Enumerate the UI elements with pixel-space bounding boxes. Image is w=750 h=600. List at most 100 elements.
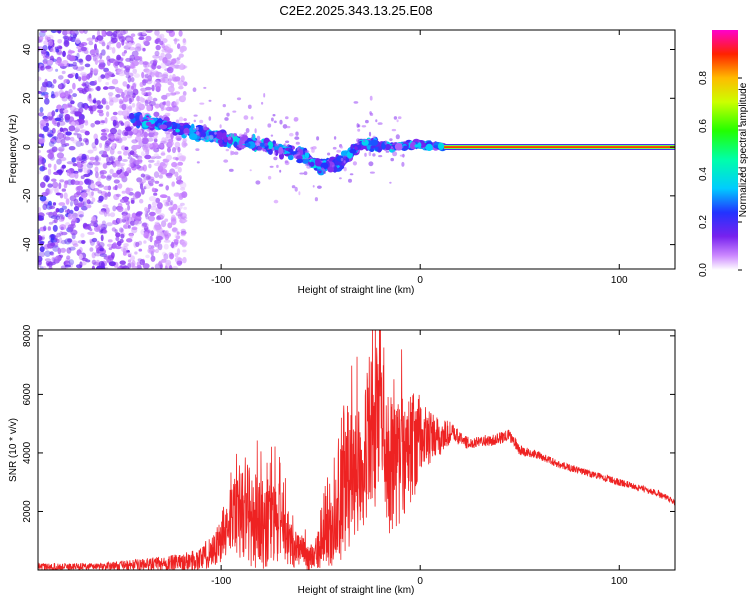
noise-blob <box>59 224 67 231</box>
noise-blob <box>44 98 50 105</box>
faint-blob <box>401 161 405 167</box>
noise-blob <box>104 145 111 152</box>
noise-blob <box>88 40 94 46</box>
noise-blob <box>81 257 88 261</box>
noise-blob <box>148 163 152 169</box>
noise-blob <box>71 121 76 126</box>
noise-blob <box>139 96 144 102</box>
noise-blob <box>72 93 77 98</box>
noise-blob <box>177 176 181 180</box>
noise-blob <box>154 223 162 231</box>
noise-blob <box>148 196 157 202</box>
noise-blob <box>155 38 161 43</box>
noise-blob <box>77 161 81 168</box>
noise-blob <box>46 36 51 41</box>
spectrogram-panel: -100 0 100 -40 -20 0 20 40 Height of straight l… <box>8 29 676 296</box>
noise-blob <box>144 210 149 218</box>
noise-blob <box>182 38 186 44</box>
noise-blob <box>129 233 134 239</box>
noise-blob <box>101 99 106 104</box>
noise-blob <box>112 242 118 249</box>
noise-blob <box>162 251 167 256</box>
noise-blob <box>47 133 53 138</box>
noise-blob <box>154 30 160 36</box>
noise-blob <box>164 230 168 238</box>
noise-blob <box>160 52 165 58</box>
faint-blob <box>349 173 354 176</box>
noise-blob <box>171 58 177 64</box>
noise-blob <box>96 105 101 109</box>
noise-blob <box>63 79 70 84</box>
track-blob <box>217 140 223 144</box>
track-blob <box>278 146 284 155</box>
noise-blob <box>99 142 103 148</box>
noise-blob <box>153 162 161 167</box>
noise-blob <box>149 182 154 186</box>
noise-blob <box>96 240 100 246</box>
noise-blob <box>120 30 126 36</box>
noise-blob <box>75 140 82 147</box>
noise-blob <box>151 201 158 207</box>
noise-blob <box>165 172 173 177</box>
noise-blob <box>100 234 104 242</box>
noise-blob <box>81 153 87 160</box>
noise-blob <box>45 176 49 183</box>
spectrogram-frame <box>37 29 676 270</box>
track-blob <box>189 133 198 140</box>
y-tick-label: -20 <box>22 188 33 203</box>
noise-blob <box>112 119 117 127</box>
noise-blob <box>84 81 90 88</box>
noise-blob <box>115 136 122 144</box>
track-blob <box>287 154 294 161</box>
noise-blob <box>121 190 127 194</box>
noise-blob <box>44 94 49 99</box>
noise-blob <box>154 103 160 109</box>
noise-blob <box>122 250 127 256</box>
noise-blob <box>111 227 116 232</box>
noise-blob <box>133 220 140 226</box>
noise-blob <box>56 152 64 159</box>
noise-blob <box>84 178 90 184</box>
faint-blob <box>230 150 233 156</box>
noise-blob <box>117 68 124 74</box>
noise-blob <box>88 161 95 166</box>
noise-blob <box>153 138 158 143</box>
noise-blob <box>153 131 159 136</box>
noise-blob <box>99 248 104 252</box>
noise-blob <box>55 109 59 113</box>
noise-blob <box>57 83 65 90</box>
noise-blob <box>67 94 73 102</box>
noise-blob <box>109 156 114 164</box>
noise-blob <box>69 30 75 35</box>
noise-blob <box>57 30 62 34</box>
noise-blob <box>127 42 132 48</box>
faint-blob <box>247 104 252 110</box>
spectrogram-x-label: Height of straight line (km) <box>298 285 415 296</box>
noise-blob <box>136 211 143 215</box>
track-blob <box>327 166 335 173</box>
track-blob <box>175 128 180 133</box>
noise-blob <box>169 253 174 260</box>
noise-blob <box>63 91 70 97</box>
noise-blob <box>81 75 88 82</box>
noise-blob <box>150 245 155 249</box>
noise-blob <box>50 242 56 247</box>
noise-blob <box>133 127 138 134</box>
faint-blob <box>332 146 337 150</box>
noise-blob <box>160 62 167 69</box>
noise-blob <box>40 65 45 71</box>
noise-blob <box>142 263 150 269</box>
noise-blob <box>121 136 128 141</box>
noise-blob <box>181 216 188 220</box>
noise-blob <box>121 91 125 99</box>
noise-blob <box>71 157 77 163</box>
noise-blob <box>116 54 121 61</box>
noise-blob <box>99 52 103 60</box>
noise-blob <box>52 220 56 224</box>
faint-blob <box>304 163 309 167</box>
noise-blob <box>146 69 153 76</box>
noise-blob <box>121 110 129 117</box>
noise-blob <box>53 163 57 171</box>
noise-blob <box>51 110 56 117</box>
noise-blob <box>91 197 96 203</box>
